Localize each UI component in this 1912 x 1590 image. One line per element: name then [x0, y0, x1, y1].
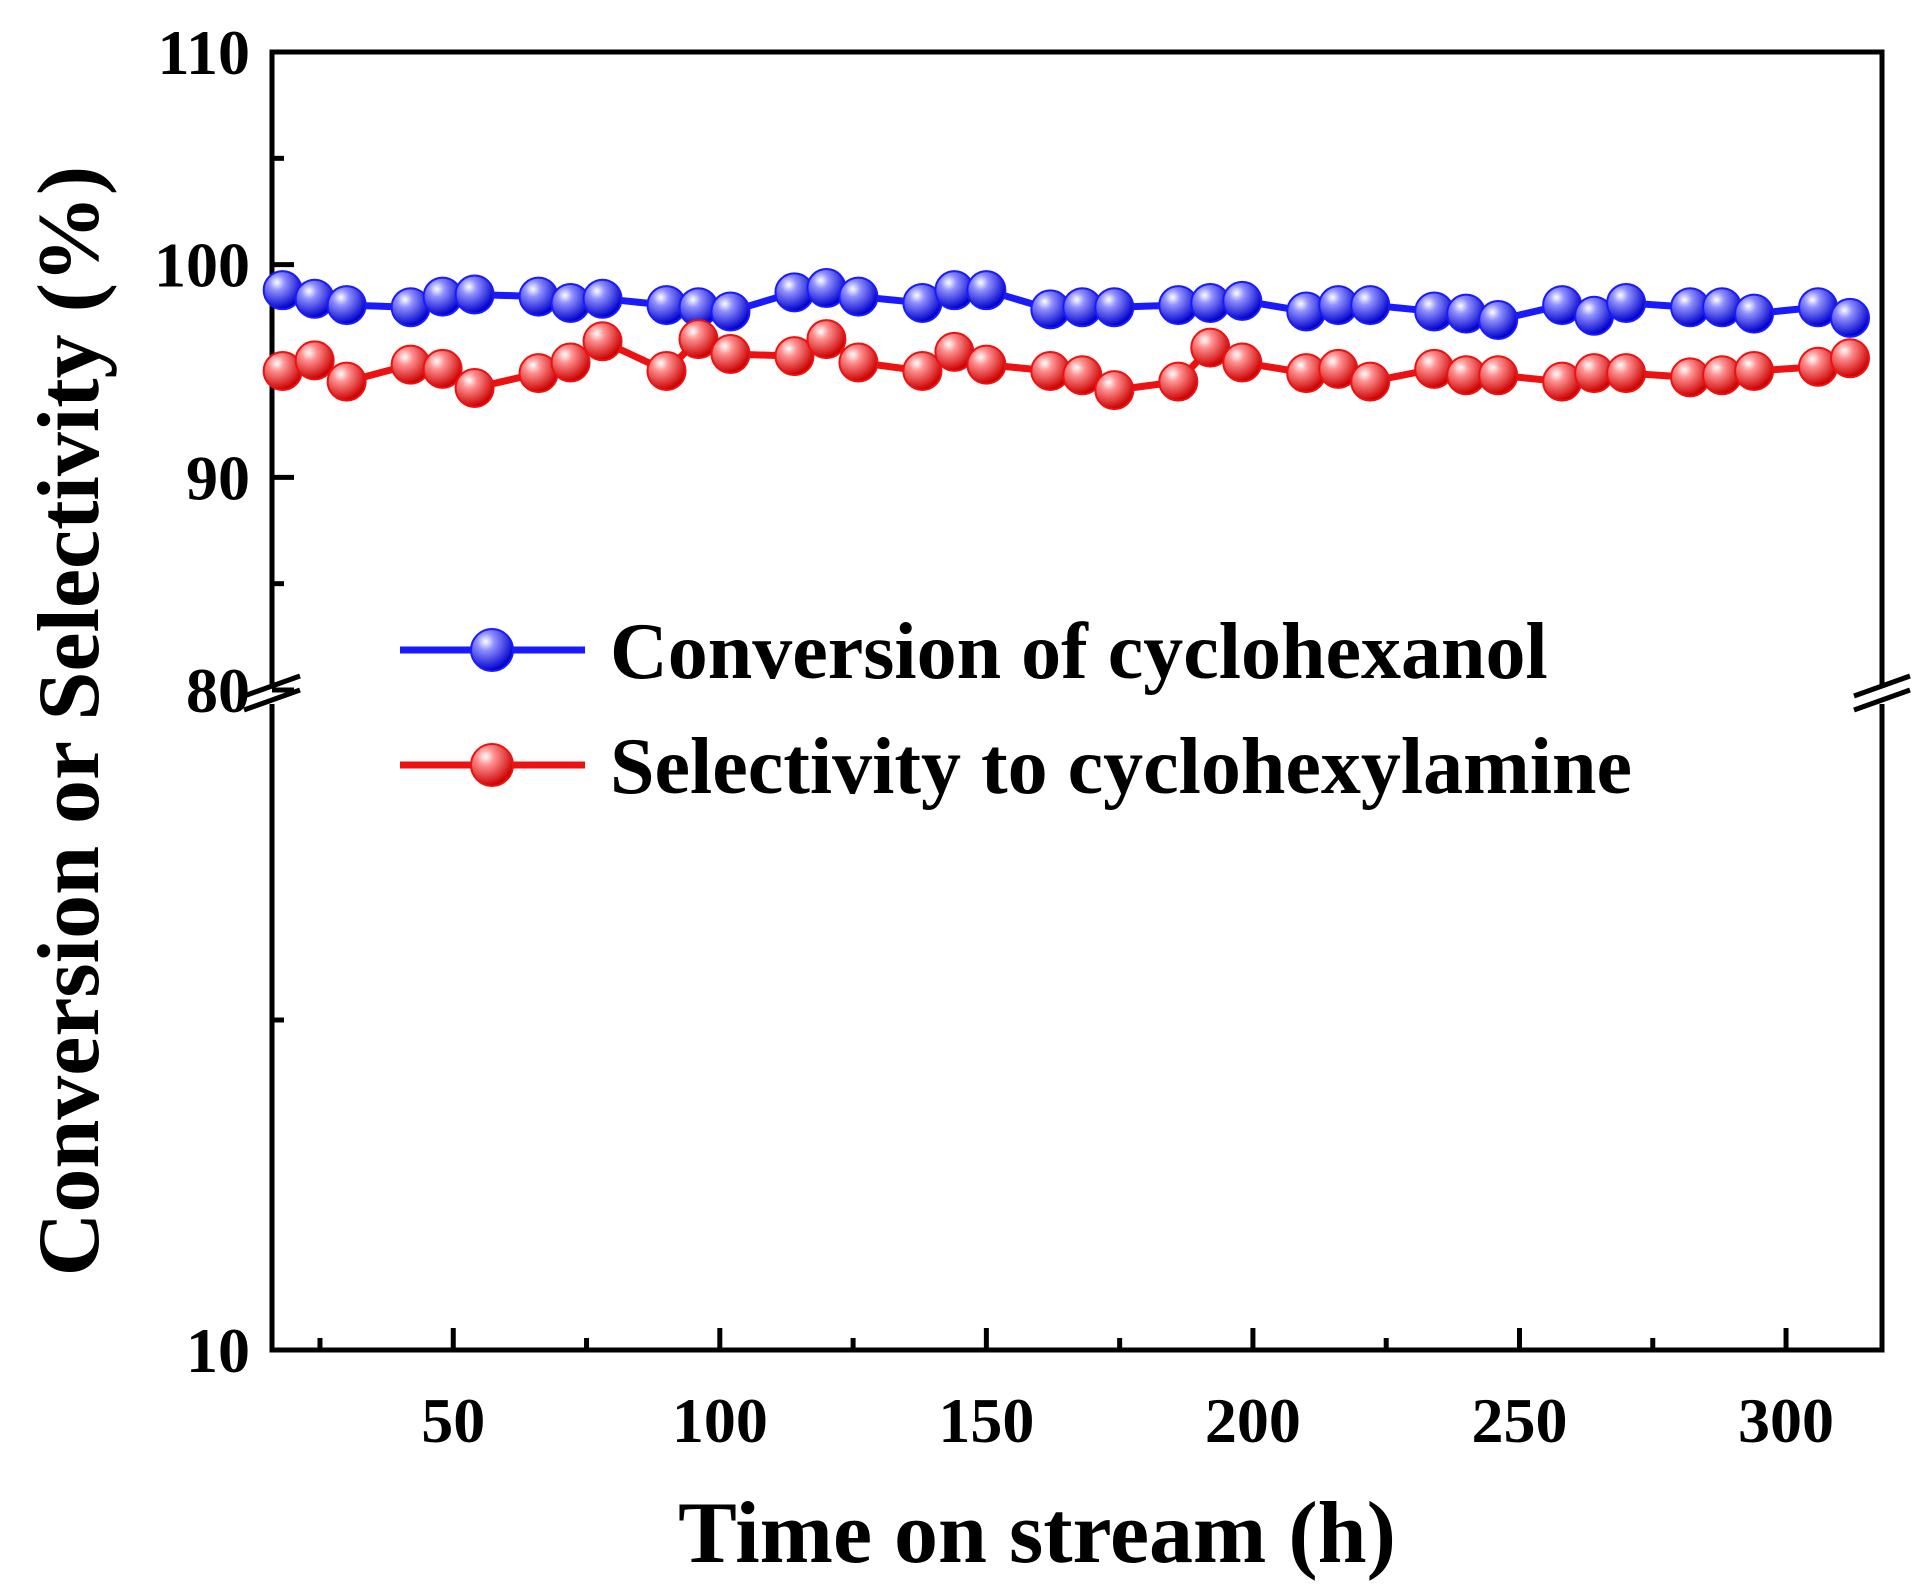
data-point: [1158, 361, 1199, 402]
data-point: [838, 276, 879, 317]
x-tick-label: 100: [672, 1385, 768, 1456]
legend-item-1: Selectivity to cyclohexylamine: [400, 723, 1632, 811]
axis-break-mark: [243, 687, 301, 713]
data-point: [1478, 355, 1519, 396]
data-point: [1830, 338, 1871, 379]
x-tick-label: 200: [1205, 1385, 1301, 1456]
axis-break-mark: [243, 673, 301, 699]
data-point: [646, 351, 687, 391]
data-point: [1606, 353, 1647, 394]
axis-break-mark: [1853, 687, 1911, 713]
y-axis-title: Conversion or Selectivity (%): [21, 166, 118, 1276]
data-point: [966, 270, 1007, 311]
data-point: [582, 321, 623, 362]
data-point: [1350, 361, 1391, 402]
data-point: [294, 340, 335, 381]
legend-marker: [470, 628, 514, 672]
data-point: [774, 336, 815, 377]
data-point: [326, 361, 367, 402]
data-point: [1606, 282, 1647, 323]
y-tick-label: 110: [158, 17, 250, 88]
x-tick-label: 150: [938, 1385, 1034, 1456]
data-point: [582, 278, 623, 319]
legend-label: Selectivity to cyclohexylamine: [610, 723, 1632, 811]
y-tick-label: 90: [186, 442, 250, 513]
x-axis-title: Time on stream (h): [678, 1485, 1396, 1582]
y-tick-label: 10: [186, 1315, 250, 1386]
x-tick-label: 50: [421, 1385, 485, 1456]
data-point: [550, 342, 591, 383]
y-tick-label: 100: [154, 230, 250, 301]
data-point: [1222, 280, 1263, 321]
axis-labels: Time on stream (h) Conversion or Selectiv…: [21, 166, 1396, 1582]
x-tick-label: 250: [1471, 1385, 1567, 1456]
series-0: [262, 268, 1871, 340]
data-point: [1222, 342, 1263, 383]
data-point: [454, 368, 495, 409]
data-point: [806, 319, 847, 360]
data-point: [710, 291, 751, 332]
data-point: [1094, 370, 1135, 411]
legend: Conversion of cyclohexanol Selectivity to…: [400, 608, 1632, 811]
legend-label: Conversion of cyclohexanol: [610, 608, 1548, 696]
data-point: [710, 333, 751, 374]
data-point: [838, 342, 879, 383]
series-layer: [262, 268, 1871, 411]
legend-marker: [470, 743, 514, 787]
plot-frame: [269, 49, 1885, 1353]
data-point: [326, 285, 367, 326]
x-tick-label: 300: [1738, 1385, 1834, 1456]
data-point: [1350, 285, 1391, 326]
data-point: [1094, 287, 1135, 328]
data-point: [1830, 297, 1871, 338]
data-point: [966, 344, 1007, 385]
data-point: [454, 274, 495, 315]
axes: 10 80 90 100 110 50 100 150 200 250 300: [154, 17, 1911, 1456]
data-point: [902, 351, 943, 391]
data-point: [1734, 351, 1775, 391]
y-tick-label: 80: [186, 655, 250, 726]
data-point: [422, 348, 463, 389]
legend-item-0: Conversion of cyclohexanol: [400, 608, 1548, 696]
data-point: [1478, 299, 1519, 340]
series-1: [262, 319, 1871, 411]
data-point: [1734, 293, 1775, 334]
axis-break-mark: [1853, 673, 1911, 699]
